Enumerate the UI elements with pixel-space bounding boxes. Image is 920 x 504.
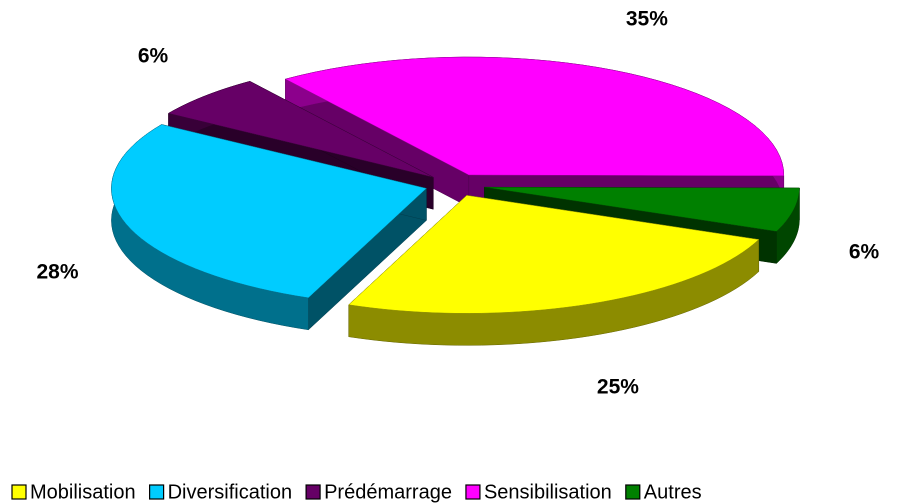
legend-label: Autres — [644, 481, 702, 503]
legend-swatch — [465, 484, 481, 500]
data-label: 25% — [597, 375, 639, 398]
pie-slice — [348, 194, 760, 346]
pie-slice — [111, 124, 427, 331]
slice-top — [484, 186, 800, 232]
legend-label: Sensibilisation — [484, 481, 612, 503]
slice-top — [348, 195, 760, 314]
legend-label: Prédémarrage — [324, 481, 452, 503]
legend-swatch — [305, 484, 321, 500]
legend-label: Mobilisation — [30, 481, 136, 503]
data-label: 6% — [849, 241, 880, 264]
data-label: 6% — [138, 44, 169, 67]
legend-swatch — [625, 484, 641, 500]
slice-top — [111, 124, 427, 299]
legend-swatch — [149, 484, 165, 500]
legend-label: Diversification — [168, 481, 292, 503]
slice-top — [284, 56, 785, 177]
data-label: 35% — [626, 8, 668, 31]
data-label: 28% — [37, 261, 79, 284]
legend-swatch — [11, 484, 27, 500]
slice-top — [167, 81, 434, 178]
